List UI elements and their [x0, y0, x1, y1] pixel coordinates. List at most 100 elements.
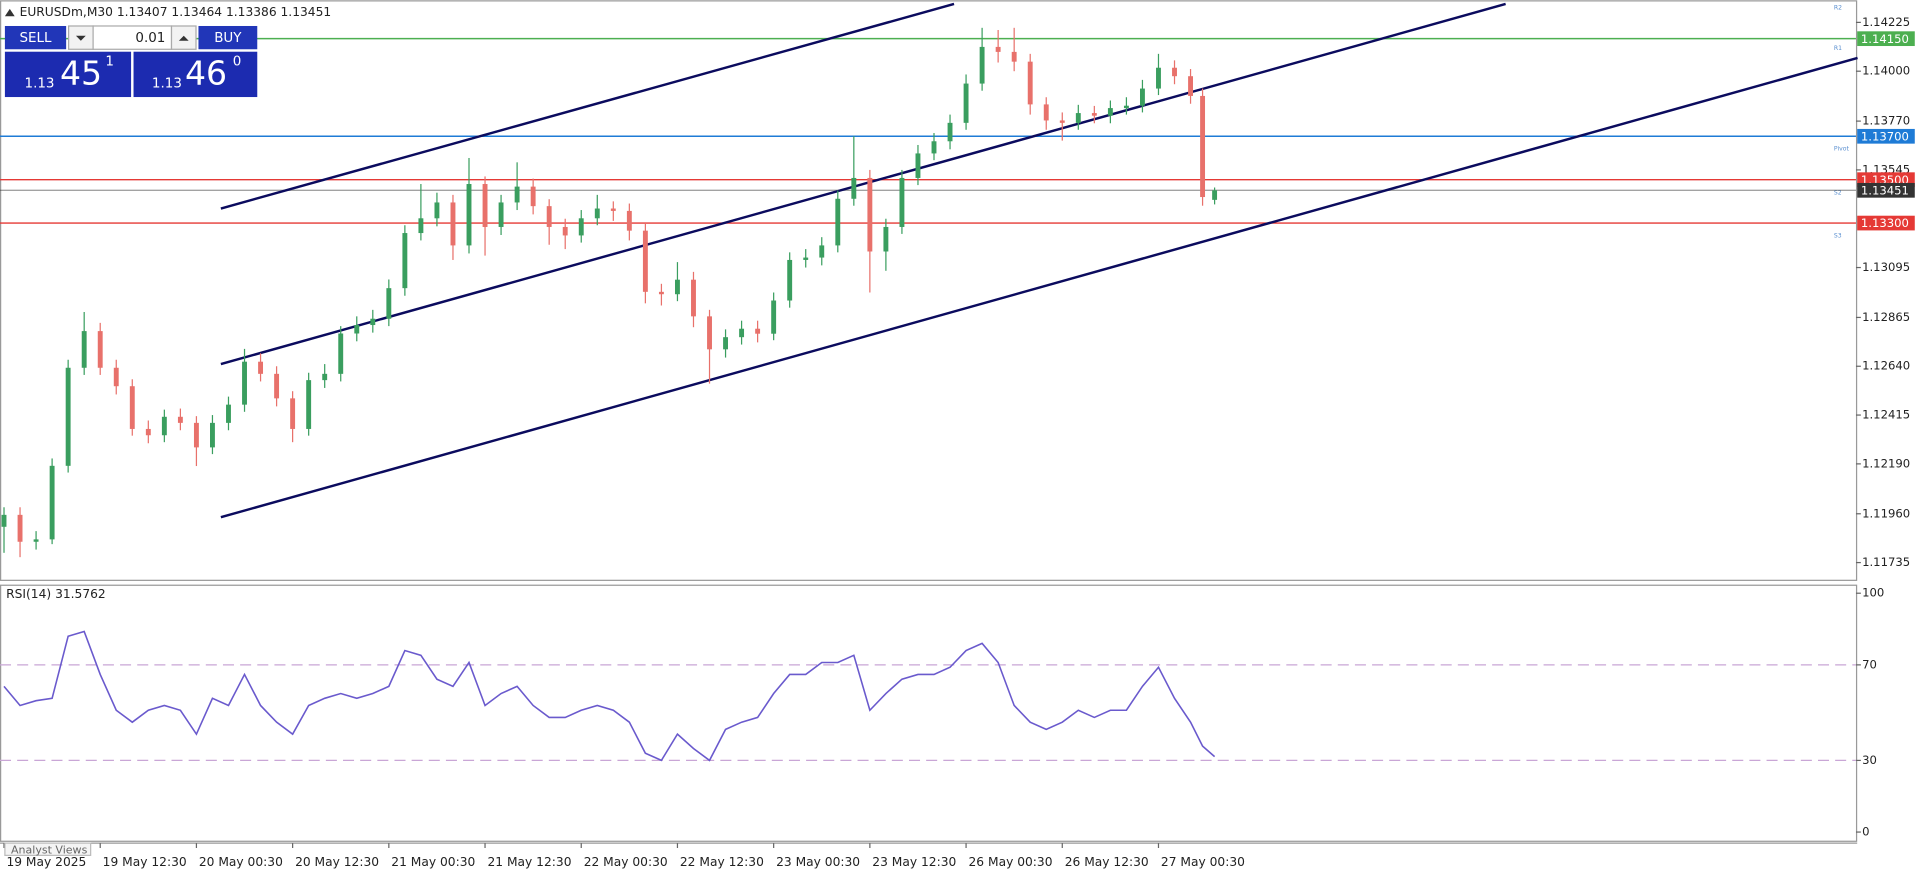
x-tick-label: 26 May 12:30 — [1065, 855, 1149, 869]
candle-body — [578, 218, 584, 236]
x-tick-label: 21 May 12:30 — [487, 855, 571, 869]
y-tick-label: 1.12640 — [1862, 359, 1910, 373]
candle-body — [1200, 95, 1206, 198]
bid-box[interactable] — [4, 51, 132, 98]
candle-body — [835, 198, 841, 246]
candle-body — [338, 333, 344, 374]
sell-button[interactable] — [4, 25, 67, 50]
x-tick-label: 27 May 00:30 — [1161, 855, 1245, 869]
candle-body — [450, 202, 456, 246]
ask-frac: 0 — [233, 54, 242, 70]
candle-body — [819, 245, 825, 258]
candle-body — [33, 539, 39, 542]
y-tick-label: 1.13770 — [1862, 114, 1910, 128]
price-level-label: 1.13451 — [1861, 183, 1909, 197]
sell-label: SELL — [19, 30, 52, 46]
candle-body — [274, 373, 280, 399]
rsi-panel-border — [0, 584, 1858, 842]
candle-body — [514, 186, 520, 203]
rsi-title: RSI(14) 31.5762 — [6, 587, 106, 601]
candle-body — [1123, 105, 1129, 109]
candle-body — [1043, 104, 1049, 121]
candle-body — [177, 416, 183, 423]
candle-body — [739, 328, 745, 338]
candle-body — [1107, 108, 1113, 116]
pivot-label: R1 — [1834, 45, 1842, 52]
main-panel-border — [0, 0, 1858, 581]
y-tick-label: 100 — [1862, 586, 1884, 600]
trendline — [220, 2, 1506, 366]
candle-body — [915, 153, 921, 178]
candle-body — [707, 316, 712, 350]
analyst-tab-label: Analyst Views — [11, 843, 88, 856]
y-tick-label: 1.11735 — [1862, 555, 1910, 569]
candle-body — [530, 186, 536, 207]
pivot-label: S2 — [1834, 190, 1842, 197]
price-level-label: 1.14150 — [1861, 32, 1909, 46]
candle-body — [642, 230, 648, 292]
candle-body — [434, 202, 440, 219]
y-tick-label: 1.13095 — [1862, 260, 1910, 274]
candle-body — [1059, 120, 1065, 123]
candle-body — [482, 184, 488, 227]
candle-body — [963, 83, 969, 123]
x-tick-label: 26 May 00:30 — [969, 855, 1053, 869]
candle-body — [1027, 61, 1033, 105]
y-tick-label: 1.12865 — [1862, 310, 1910, 324]
price-level-label: 1.13300 — [1861, 216, 1909, 230]
candle-body — [979, 46, 985, 84]
bid-frac: 1 — [105, 54, 114, 70]
candle-body — [370, 318, 376, 326]
price-level-label: 1.13700 — [1861, 129, 1909, 143]
ask-box[interactable] — [133, 51, 258, 98]
up-arrow — [178, 35, 189, 41]
candle-body — [226, 404, 231, 423]
candle-body — [546, 206, 552, 227]
candle-body — [210, 422, 215, 448]
candle-body — [1212, 190, 1218, 200]
bid-big: 1.13 — [25, 76, 55, 92]
candle-body — [306, 380, 312, 429]
candle-body — [1091, 113, 1097, 116]
candle-body — [1139, 88, 1145, 106]
candle-body — [193, 422, 199, 448]
candle-body — [49, 465, 55, 540]
x-tick-label: 23 May 00:30 — [776, 855, 860, 869]
y-tick-label: 1.12415 — [1862, 408, 1910, 422]
ask-big: 1.13 — [152, 76, 182, 92]
trendline — [220, 56, 1858, 519]
x-tick-label: 20 May 12:30 — [295, 855, 379, 869]
buy-button[interactable] — [198, 25, 258, 50]
symbol-line: EURUSDm,M30 1.13407 1.13464 1.13386 1.13… — [20, 5, 332, 19]
price-level-box — [1857, 215, 1915, 231]
candle-body — [129, 386, 135, 429]
analyst-tab[interactable] — [4, 842, 92, 856]
pivot-label: Pivot — [1834, 146, 1850, 153]
y-tick-label: 1.11960 — [1862, 506, 1910, 520]
y-tick-label: 30 — [1862, 753, 1877, 767]
candle-body — [771, 300, 777, 334]
x-tick-label: 23 May 12:30 — [872, 855, 956, 869]
rsi-line — [3, 630, 1216, 762]
candle-body — [626, 210, 632, 231]
trade-panel: SELL 0.01 BUY 1.13 45 1 1.13 46 0 — [4, 25, 258, 98]
candle-body — [803, 257, 809, 260]
buy-label: BUY — [214, 30, 242, 46]
candle-body — [674, 279, 680, 295]
down-arrow — [75, 35, 86, 41]
collapse-icon[interactable] — [4, 8, 15, 17]
candle-body — [1188, 76, 1193, 96]
candle-body — [17, 514, 23, 542]
x-tick-label: 20 May 00:30 — [199, 855, 283, 869]
candle-body — [867, 177, 873, 252]
volume-value: 0.01 — [135, 30, 165, 46]
bid-main: 45 — [60, 53, 102, 92]
candle-body — [594, 208, 600, 219]
candle-body — [97, 331, 103, 368]
candle-body — [402, 233, 408, 289]
candle-body — [562, 226, 568, 236]
pivot-label: R2 — [1834, 5, 1842, 12]
candle-body — [113, 367, 119, 387]
